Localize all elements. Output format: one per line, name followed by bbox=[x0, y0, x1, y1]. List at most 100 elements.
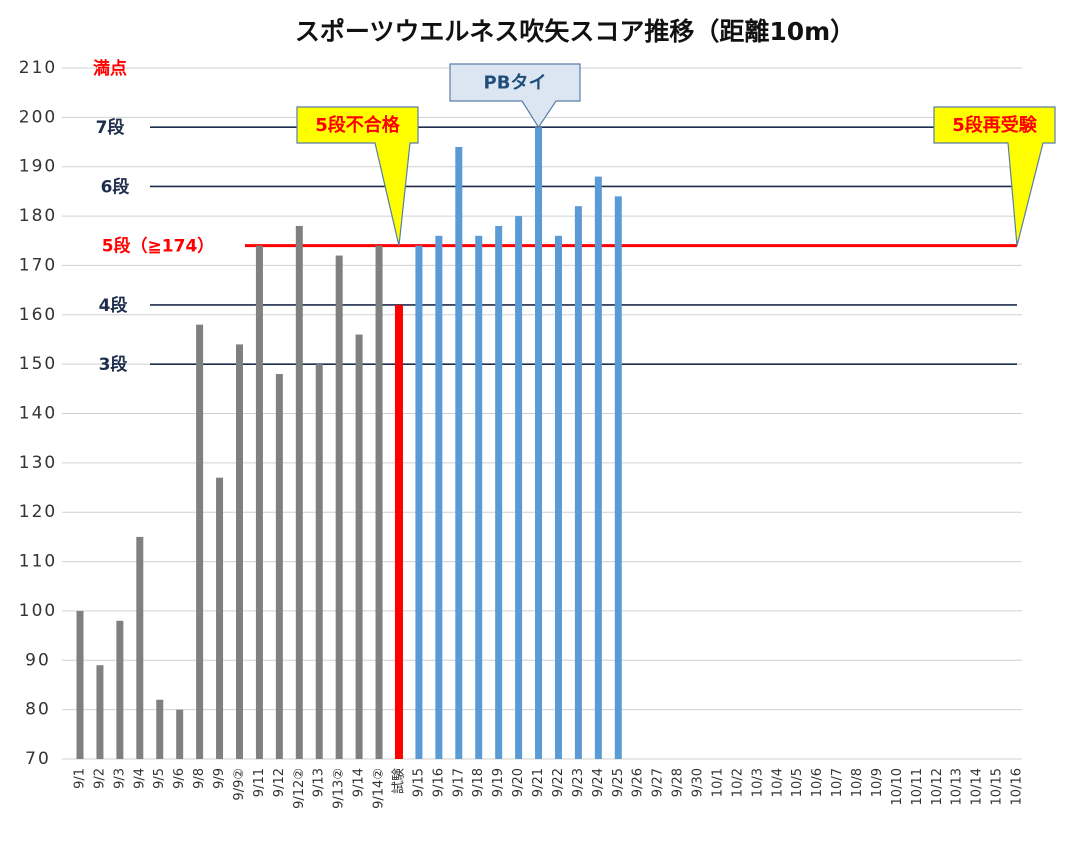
y-tick-label: 80 bbox=[25, 700, 51, 720]
callout bbox=[449, 63, 581, 129]
bar bbox=[574, 206, 582, 759]
bar bbox=[235, 344, 243, 759]
bar bbox=[335, 255, 343, 760]
bar bbox=[116, 620, 124, 759]
reference-label: 5段（≧174） bbox=[102, 236, 215, 257]
x-tick-label: 10/14 bbox=[970, 768, 985, 805]
x-tick-label: 9/12② bbox=[292, 768, 307, 809]
x-tick-label: 9/30 bbox=[691, 768, 706, 797]
reference-label: 4段 bbox=[99, 295, 128, 316]
x-tick-label: 9/13② bbox=[332, 768, 347, 809]
x-tick-label: 9/5 bbox=[152, 768, 167, 789]
x-tick-label: 10/16 bbox=[1010, 768, 1025, 805]
bar bbox=[435, 235, 443, 760]
bar bbox=[394, 304, 403, 759]
x-tick-label: 10/12 bbox=[930, 768, 945, 805]
y-tick-label: 180 bbox=[19, 206, 57, 226]
x-tick-label: 9/11 bbox=[252, 768, 267, 797]
x-tick-label: 9/4 bbox=[132, 768, 147, 789]
x-tick-label: 9/14 bbox=[352, 768, 367, 797]
y-tick-label: 210 bbox=[19, 58, 57, 78]
bar bbox=[255, 245, 263, 759]
y-tick-label: 100 bbox=[19, 601, 57, 621]
x-tick-label: 9/13 bbox=[312, 768, 327, 797]
y-tick-label: 150 bbox=[19, 354, 57, 374]
x-tick-label: 9/3 bbox=[112, 768, 127, 789]
x-tick-label: 9/9 bbox=[212, 768, 227, 789]
x-tick-label: 9/9② bbox=[232, 768, 247, 801]
x-tick-label: 10/11 bbox=[910, 768, 925, 805]
callout-text: 5段再受験 bbox=[952, 114, 1038, 136]
bar bbox=[455, 146, 463, 759]
x-tick-label: 10/10 bbox=[890, 768, 905, 805]
y-tick-label: 170 bbox=[19, 255, 57, 275]
bar bbox=[614, 196, 622, 760]
x-tick-label: 9/8 bbox=[192, 768, 207, 789]
bar bbox=[495, 225, 503, 759]
x-tick-label: 10/15 bbox=[990, 768, 1005, 805]
bar bbox=[475, 235, 483, 760]
x-tick-label: 10/3 bbox=[750, 768, 765, 797]
x-tick-label: 試験 bbox=[390, 768, 406, 794]
x-tick-label: 9/27 bbox=[651, 768, 666, 797]
x-tick-label: 9/6 bbox=[172, 768, 187, 789]
x-tick-label: 9/1 bbox=[73, 768, 88, 789]
x-tick-label: 9/15 bbox=[411, 768, 426, 797]
x-tick-label: 10/9 bbox=[870, 768, 885, 797]
callout-text: PBタイ bbox=[484, 73, 547, 94]
bar bbox=[196, 324, 204, 759]
callout bbox=[296, 106, 419, 246]
y-tick-label: 130 bbox=[19, 453, 57, 473]
x-tick-label: 9/12 bbox=[272, 768, 287, 797]
x-tick-label: 10/13 bbox=[950, 768, 965, 805]
x-tick-label: 9/18 bbox=[471, 768, 486, 797]
x-tick-label: 9/19 bbox=[491, 768, 506, 797]
bar bbox=[275, 374, 283, 759]
bar bbox=[76, 610, 84, 759]
y-tick-label: 190 bbox=[19, 157, 57, 177]
x-tick-label: 9/16 bbox=[431, 768, 446, 797]
reference-label: 3段 bbox=[99, 354, 128, 375]
x-tick-label: 9/22 bbox=[551, 768, 566, 797]
bar bbox=[515, 216, 523, 760]
callout bbox=[933, 106, 1056, 246]
x-tick-label: 10/5 bbox=[790, 768, 805, 797]
x-tick-label: 9/28 bbox=[671, 768, 686, 797]
callout-text: 5段不合格 bbox=[315, 114, 401, 136]
x-tick-label: 9/24 bbox=[591, 768, 606, 797]
bar bbox=[216, 477, 224, 759]
x-tick-label: 9/26 bbox=[631, 768, 646, 797]
x-tick-label: 9/25 bbox=[611, 768, 626, 797]
x-tick-label: 9/20 bbox=[511, 768, 526, 797]
y-tick-label: 70 bbox=[25, 749, 51, 769]
x-tick-label: 10/8 bbox=[850, 768, 865, 797]
reference-label: 7段 bbox=[96, 117, 125, 138]
bar bbox=[355, 334, 363, 759]
bar bbox=[315, 364, 323, 759]
x-tick-label: 10/4 bbox=[770, 768, 785, 797]
reference-label: 6段 bbox=[101, 176, 130, 197]
bar bbox=[535, 127, 543, 759]
bar bbox=[176, 709, 184, 759]
reference-label: 満点 bbox=[93, 58, 127, 79]
y-tick-label: 200 bbox=[19, 107, 57, 127]
y-tick-label: 160 bbox=[19, 305, 57, 325]
x-tick-label: 10/1 bbox=[710, 768, 725, 797]
x-tick-label: 9/17 bbox=[451, 768, 466, 797]
x-tick-label: 9/23 bbox=[571, 768, 586, 797]
bar bbox=[415, 245, 423, 759]
bar bbox=[375, 245, 383, 759]
x-tick-label: 9/21 bbox=[531, 768, 546, 797]
bar bbox=[594, 176, 602, 760]
bar bbox=[156, 699, 164, 759]
bar bbox=[96, 665, 104, 759]
x-tick-label: 10/2 bbox=[730, 768, 745, 797]
bar bbox=[295, 225, 303, 759]
y-tick-label: 140 bbox=[19, 404, 57, 424]
x-tick-label: 10/7 bbox=[830, 768, 845, 797]
y-tick-label: 90 bbox=[25, 650, 51, 670]
bar bbox=[136, 536, 144, 759]
x-tick-label: 10/6 bbox=[810, 768, 825, 797]
x-tick-label: 9/14② bbox=[372, 768, 387, 809]
